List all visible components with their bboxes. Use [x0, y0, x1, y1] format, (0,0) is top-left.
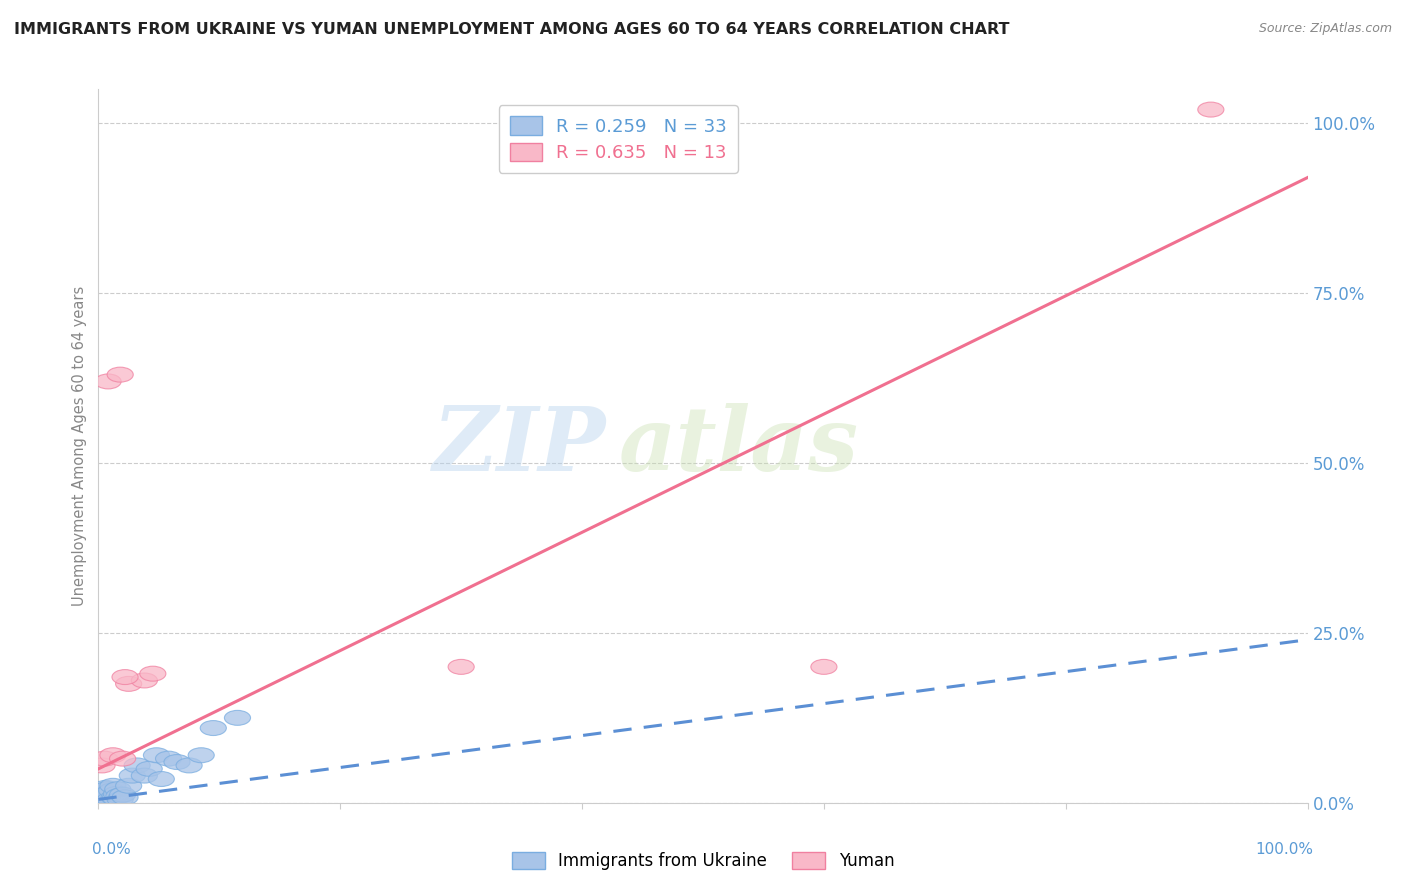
- Text: Source: ZipAtlas.com: Source: ZipAtlas.com: [1258, 22, 1392, 36]
- Ellipse shape: [136, 762, 162, 776]
- Ellipse shape: [91, 751, 118, 766]
- Ellipse shape: [96, 374, 121, 389]
- Legend: R = 0.259   N = 33, R = 0.635   N = 13: R = 0.259 N = 33, R = 0.635 N = 13: [499, 105, 738, 173]
- Text: 0.0%: 0.0%: [93, 842, 131, 857]
- Ellipse shape: [87, 789, 112, 804]
- Ellipse shape: [89, 790, 115, 805]
- Ellipse shape: [104, 781, 131, 797]
- Ellipse shape: [115, 779, 142, 793]
- Ellipse shape: [120, 768, 145, 783]
- Ellipse shape: [103, 790, 128, 805]
- Ellipse shape: [143, 747, 170, 763]
- Ellipse shape: [811, 659, 837, 674]
- Ellipse shape: [131, 768, 157, 783]
- Ellipse shape: [110, 787, 135, 802]
- Ellipse shape: [96, 785, 122, 800]
- Text: 100.0%: 100.0%: [1256, 842, 1313, 857]
- Ellipse shape: [96, 789, 121, 804]
- Ellipse shape: [100, 779, 127, 793]
- Ellipse shape: [156, 751, 181, 766]
- Ellipse shape: [94, 781, 120, 797]
- Ellipse shape: [87, 787, 114, 802]
- Ellipse shape: [89, 758, 115, 772]
- Ellipse shape: [188, 747, 214, 763]
- Legend: Immigrants from Ukraine, Yuman: Immigrants from Ukraine, Yuman: [505, 845, 901, 877]
- Ellipse shape: [115, 676, 142, 691]
- Ellipse shape: [139, 666, 166, 681]
- Ellipse shape: [107, 792, 134, 807]
- Text: ZIP: ZIP: [433, 403, 606, 489]
- Ellipse shape: [104, 787, 129, 801]
- Ellipse shape: [97, 792, 124, 807]
- Ellipse shape: [101, 790, 127, 805]
- Y-axis label: Unemployment Among Ages 60 to 64 years: Unemployment Among Ages 60 to 64 years: [72, 285, 87, 607]
- Ellipse shape: [176, 758, 202, 772]
- Ellipse shape: [1198, 102, 1223, 117]
- Ellipse shape: [165, 755, 190, 770]
- Ellipse shape: [449, 659, 474, 674]
- Ellipse shape: [148, 772, 174, 787]
- Ellipse shape: [91, 792, 118, 807]
- Ellipse shape: [105, 789, 132, 804]
- Ellipse shape: [107, 368, 134, 382]
- Ellipse shape: [98, 783, 125, 798]
- Text: IMMIGRANTS FROM UKRAINE VS YUMAN UNEMPLOYMENT AMONG AGES 60 TO 64 YEARS CORRELAT: IMMIGRANTS FROM UKRAINE VS YUMAN UNEMPLO…: [14, 22, 1010, 37]
- Text: atlas: atlas: [619, 403, 858, 489]
- Ellipse shape: [112, 670, 138, 684]
- Ellipse shape: [225, 710, 250, 725]
- Ellipse shape: [112, 790, 138, 805]
- Ellipse shape: [110, 751, 135, 766]
- Ellipse shape: [93, 780, 118, 796]
- Ellipse shape: [124, 758, 150, 772]
- Ellipse shape: [200, 721, 226, 736]
- Ellipse shape: [100, 747, 127, 763]
- Ellipse shape: [131, 673, 157, 688]
- Ellipse shape: [90, 783, 117, 798]
